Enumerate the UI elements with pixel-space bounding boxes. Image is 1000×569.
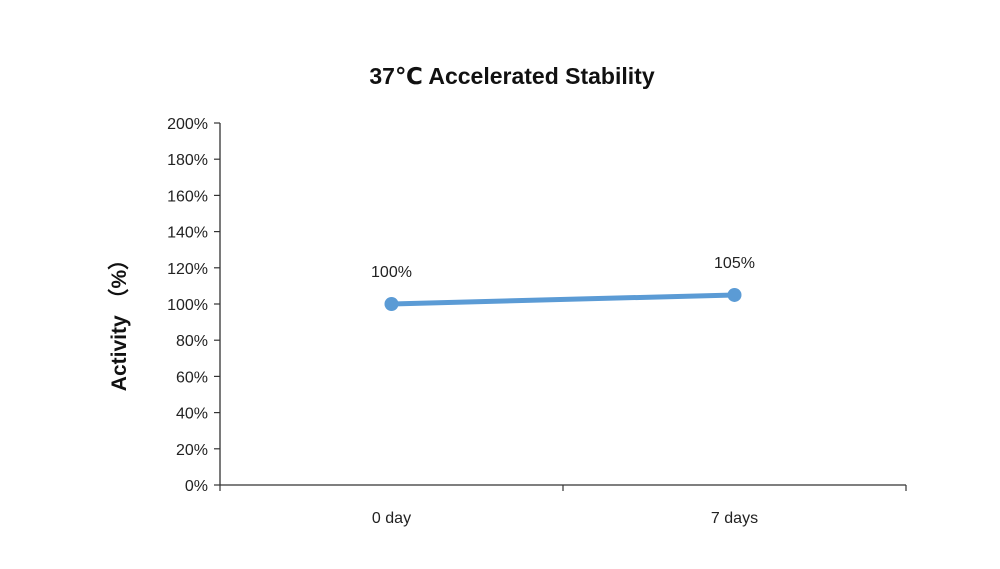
y-tick-label: 200% [167, 116, 208, 133]
y-tick-label: 100% [167, 297, 208, 314]
y-tick-label: 20% [176, 442, 208, 459]
chart-title: 37℃ Accelerated Stability [369, 63, 654, 89]
y-tick-label: 40% [176, 406, 208, 423]
x-tick-label: 0 day [372, 510, 411, 527]
data-label: 100% [371, 264, 412, 281]
data-point [727, 287, 742, 302]
x-tick-label: 7 days [711, 510, 758, 527]
y-tick-label: 60% [176, 369, 208, 386]
y-tick-label: 80% [176, 333, 208, 350]
data-point [384, 297, 399, 311]
data-label: 105% [714, 255, 755, 272]
y-tick-label: 160% [167, 188, 208, 205]
y-tick-label: 140% [167, 225, 208, 242]
y-tick-label: 0% [185, 478, 208, 495]
y-tick-label: 180% [167, 152, 208, 169]
y-axis-label: Activity （%） [107, 249, 131, 391]
series-line [389, 292, 737, 307]
y-tick-label: 120% [167, 261, 208, 278]
